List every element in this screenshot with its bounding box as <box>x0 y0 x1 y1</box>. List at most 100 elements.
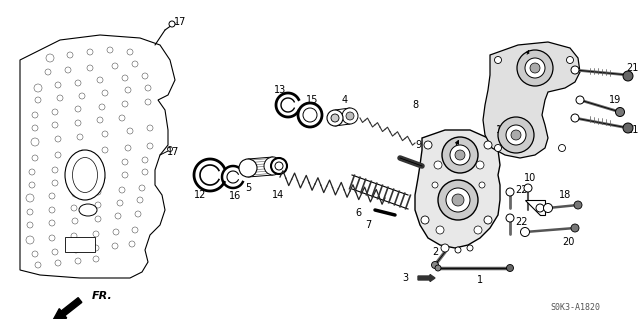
Circle shape <box>479 182 485 188</box>
Circle shape <box>79 150 85 156</box>
Circle shape <box>117 200 123 206</box>
Text: 1: 1 <box>477 275 483 285</box>
Circle shape <box>435 265 441 271</box>
Circle shape <box>75 177 81 183</box>
Circle shape <box>424 141 432 149</box>
Text: 20: 20 <box>562 237 574 247</box>
Circle shape <box>530 63 540 73</box>
Circle shape <box>97 162 103 168</box>
Circle shape <box>93 231 99 237</box>
Circle shape <box>139 185 145 191</box>
Circle shape <box>97 117 103 123</box>
Circle shape <box>52 167 58 173</box>
Ellipse shape <box>346 112 354 120</box>
Circle shape <box>32 125 38 131</box>
Circle shape <box>446 188 470 212</box>
Circle shape <box>524 184 532 192</box>
Circle shape <box>99 175 105 181</box>
Text: 6: 6 <box>355 208 361 218</box>
Circle shape <box>107 47 113 53</box>
Circle shape <box>112 63 118 69</box>
Circle shape <box>55 82 61 88</box>
Circle shape <box>29 169 35 175</box>
Circle shape <box>455 150 465 160</box>
Circle shape <box>142 169 148 175</box>
Circle shape <box>97 77 103 83</box>
Circle shape <box>87 49 93 55</box>
Circle shape <box>576 96 584 104</box>
Circle shape <box>623 71 633 81</box>
Circle shape <box>32 251 38 257</box>
Circle shape <box>115 213 121 219</box>
Polygon shape <box>20 35 175 278</box>
Ellipse shape <box>65 150 105 200</box>
Circle shape <box>436 226 444 234</box>
Bar <box>65 237 95 252</box>
FancyArrow shape <box>52 298 82 319</box>
Circle shape <box>122 159 128 165</box>
Circle shape <box>506 188 514 196</box>
Circle shape <box>129 241 135 247</box>
Text: 16: 16 <box>229 191 241 201</box>
FancyArrow shape <box>418 275 435 281</box>
Circle shape <box>113 229 119 235</box>
Text: 4: 4 <box>342 95 348 105</box>
Circle shape <box>119 115 125 121</box>
Ellipse shape <box>72 158 97 192</box>
Circle shape <box>132 61 138 67</box>
Circle shape <box>441 244 449 252</box>
Circle shape <box>137 197 143 203</box>
Circle shape <box>145 99 151 105</box>
Circle shape <box>474 226 482 234</box>
Circle shape <box>75 258 81 264</box>
Circle shape <box>495 145 502 152</box>
Text: 19: 19 <box>609 95 621 105</box>
Circle shape <box>52 249 58 255</box>
Text: 18: 18 <box>559 190 571 200</box>
Circle shape <box>571 66 579 74</box>
Circle shape <box>498 117 534 153</box>
Circle shape <box>623 123 633 133</box>
Circle shape <box>571 224 579 232</box>
Text: 8: 8 <box>412 100 418 110</box>
Circle shape <box>168 146 173 152</box>
Text: 11: 11 <box>496 125 508 135</box>
Circle shape <box>520 227 529 236</box>
Circle shape <box>49 193 55 199</box>
Circle shape <box>127 128 133 134</box>
Circle shape <box>122 75 128 81</box>
Circle shape <box>438 180 478 220</box>
Text: 21: 21 <box>626 63 638 73</box>
Polygon shape <box>525 200 545 215</box>
Circle shape <box>73 247 79 253</box>
Text: 15: 15 <box>306 95 318 105</box>
Circle shape <box>93 245 99 251</box>
Circle shape <box>87 65 93 71</box>
Polygon shape <box>415 130 500 248</box>
Text: 3: 3 <box>402 273 408 283</box>
Circle shape <box>543 204 552 212</box>
Circle shape <box>275 162 283 170</box>
Circle shape <box>55 136 61 142</box>
Circle shape <box>142 157 148 163</box>
Circle shape <box>75 80 81 86</box>
Circle shape <box>26 194 34 202</box>
Polygon shape <box>483 42 580 158</box>
Ellipse shape <box>331 114 339 122</box>
Circle shape <box>99 104 105 110</box>
Circle shape <box>119 187 125 193</box>
Circle shape <box>125 145 131 151</box>
Circle shape <box>298 103 322 127</box>
Circle shape <box>95 189 101 195</box>
Circle shape <box>26 236 34 244</box>
Circle shape <box>455 247 461 253</box>
Circle shape <box>71 205 77 211</box>
Circle shape <box>49 235 55 241</box>
Ellipse shape <box>239 159 257 177</box>
Circle shape <box>452 194 464 206</box>
Circle shape <box>102 147 108 153</box>
Circle shape <box>102 131 108 137</box>
Text: 7: 7 <box>365 220 371 230</box>
Text: 17: 17 <box>167 147 179 157</box>
Circle shape <box>49 207 55 213</box>
